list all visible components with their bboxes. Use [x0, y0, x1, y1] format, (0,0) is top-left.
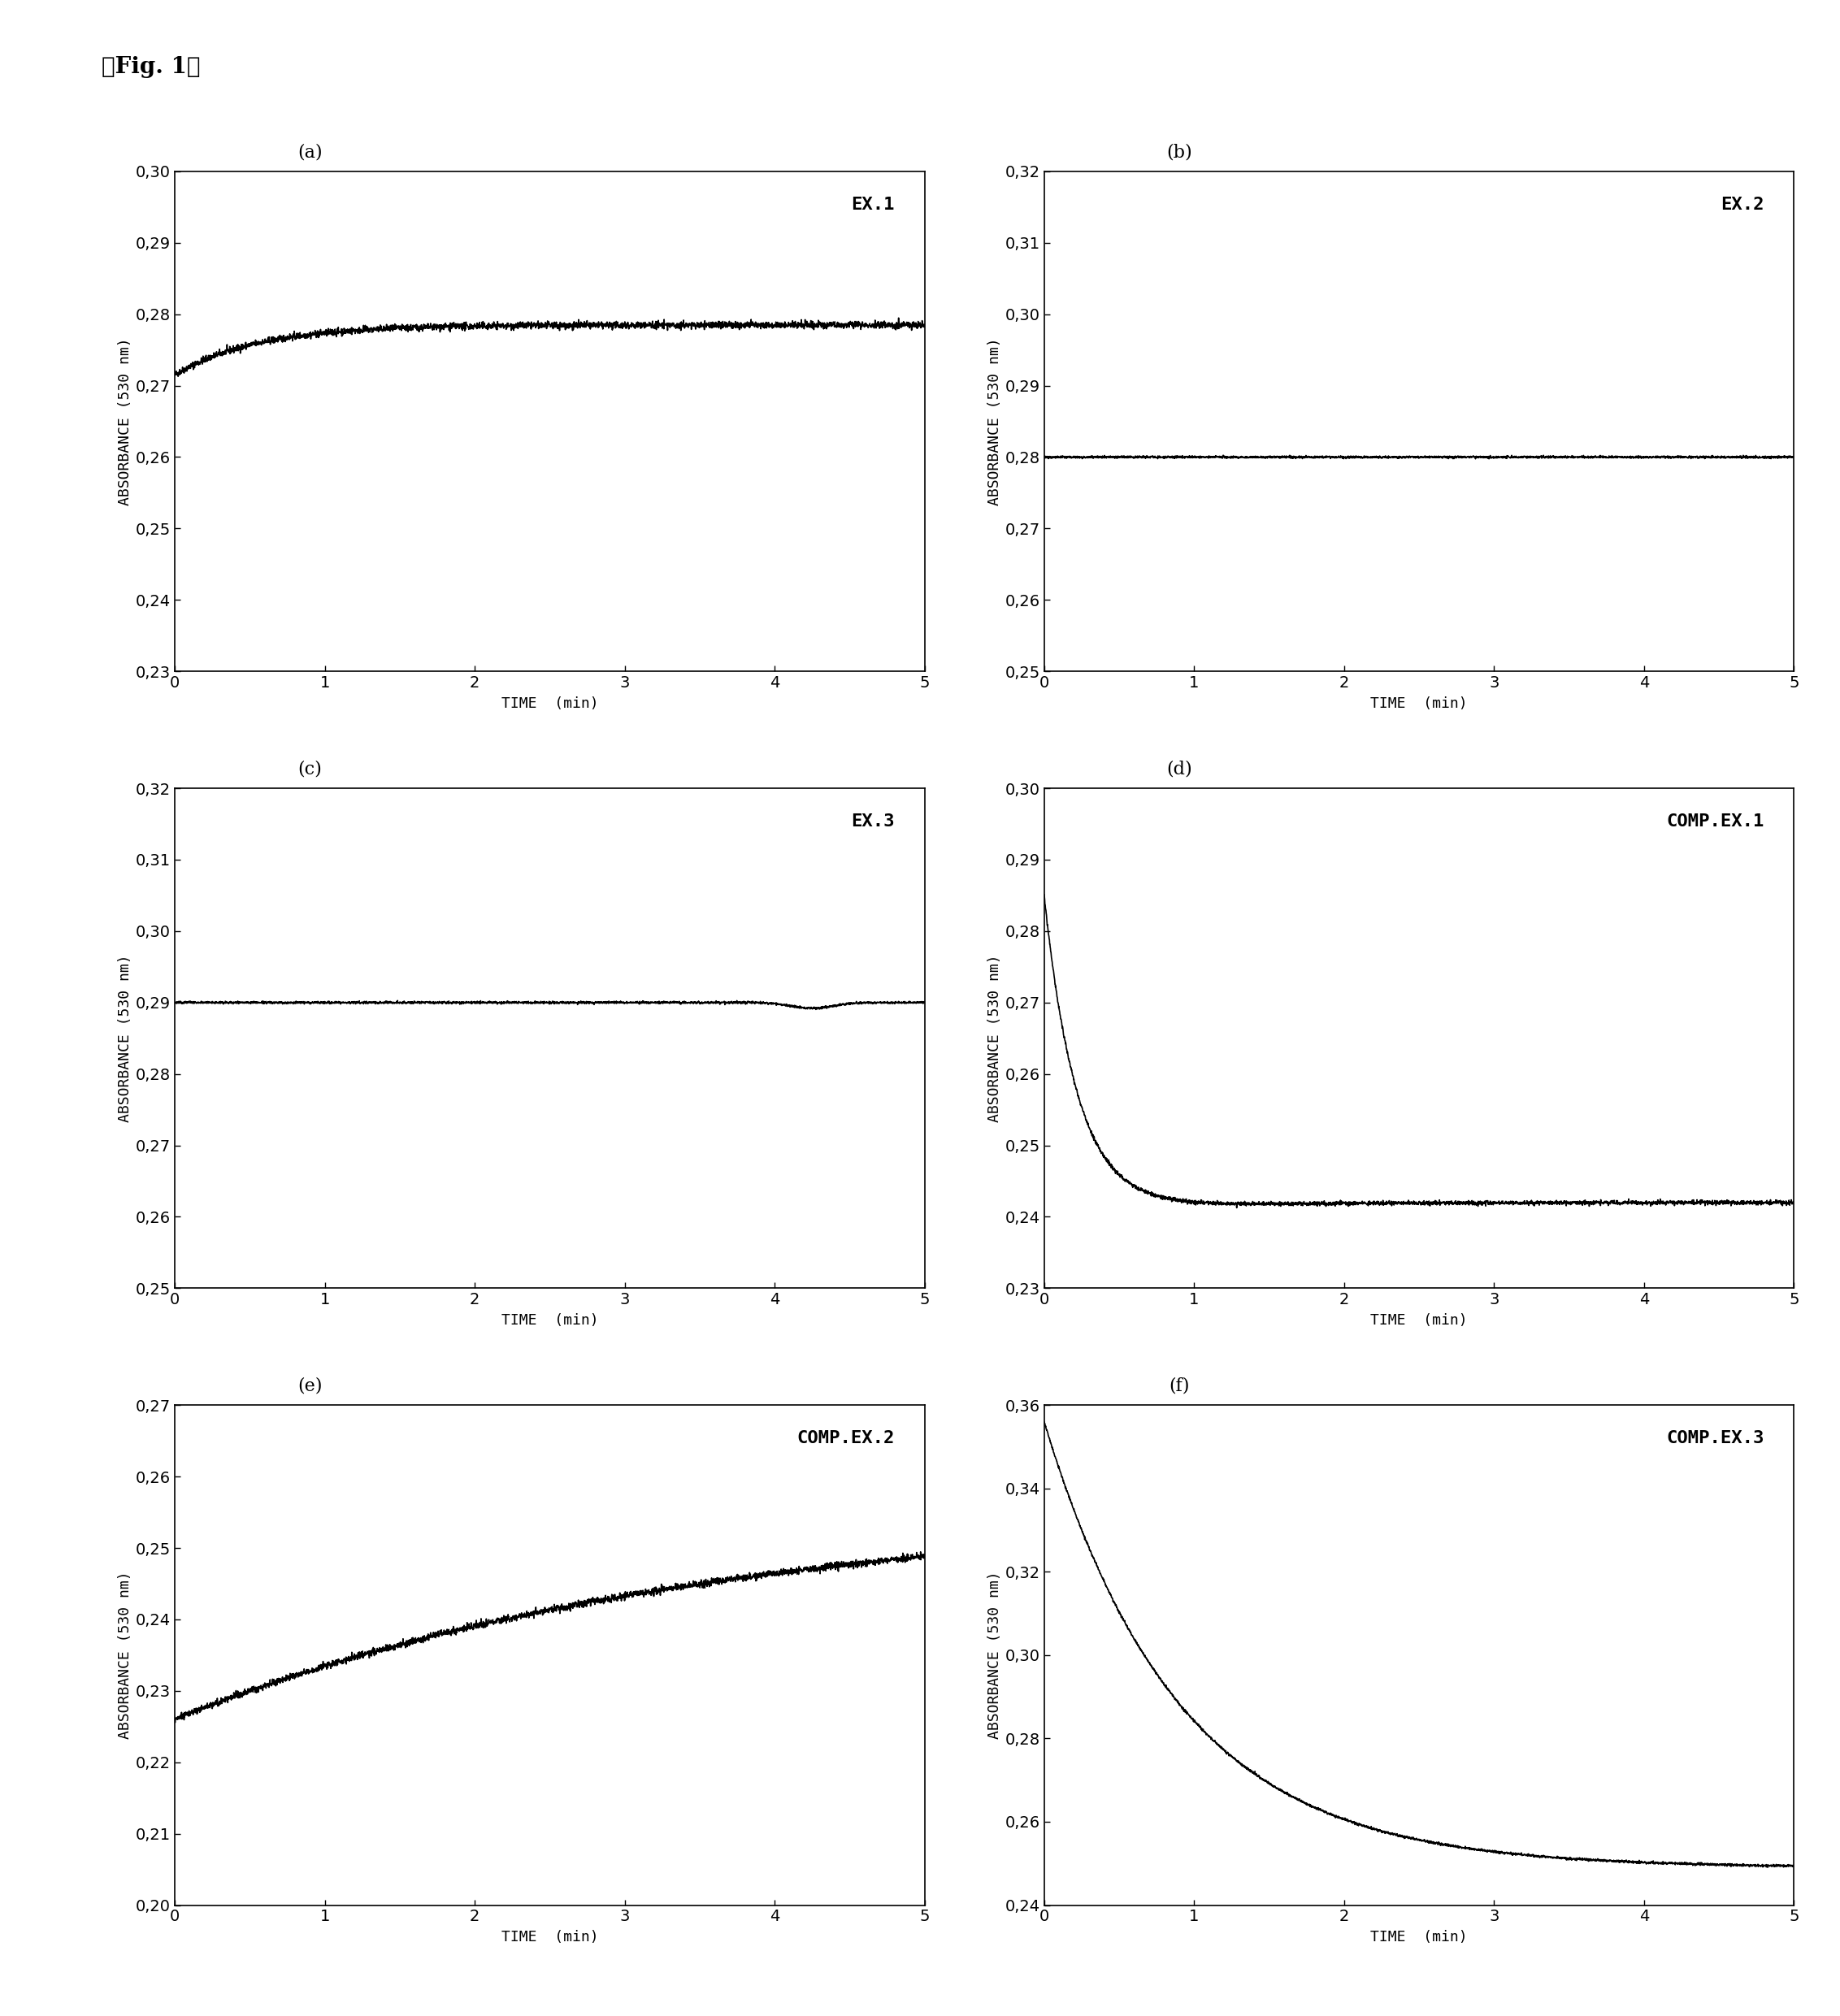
Text: (e): (e) [298, 1377, 322, 1395]
Text: EX.2: EX.2 [1720, 196, 1765, 212]
X-axis label: TIME  (min): TIME (min) [1371, 1929, 1468, 1945]
Y-axis label: ABSORBANCE (530 nm): ABSORBANCE (530 nm) [118, 954, 132, 1123]
Text: COMP.EX.2: COMP.EX.2 [797, 1429, 894, 1445]
Text: (a): (a) [298, 143, 322, 161]
X-axis label: TIME  (min): TIME (min) [1371, 1312, 1468, 1329]
Text: EX.3: EX.3 [852, 812, 894, 829]
Y-axis label: ABSORBANCE (530 nm): ABSORBANCE (530 nm) [118, 1570, 132, 1740]
Text: (d): (d) [1167, 760, 1192, 778]
Text: (c): (c) [298, 760, 322, 778]
X-axis label: TIME  (min): TIME (min) [500, 1312, 598, 1329]
Text: 』Fig. 1『: 』Fig. 1『 [101, 56, 201, 79]
X-axis label: TIME  (min): TIME (min) [1371, 696, 1468, 712]
Text: EX.1: EX.1 [852, 196, 894, 212]
Y-axis label: ABSORBANCE (530 nm): ABSORBANCE (530 nm) [118, 337, 132, 506]
Text: COMP.EX.3: COMP.EX.3 [1667, 1429, 1765, 1445]
Text: (f): (f) [1168, 1377, 1189, 1395]
Text: (b): (b) [1167, 143, 1192, 161]
Y-axis label: ABSORBANCE (530 nm): ABSORBANCE (530 nm) [986, 954, 1001, 1123]
Y-axis label: ABSORBANCE (530 nm): ABSORBANCE (530 nm) [986, 337, 1001, 506]
Text: COMP.EX.1: COMP.EX.1 [1667, 812, 1765, 829]
X-axis label: TIME  (min): TIME (min) [500, 1929, 598, 1945]
X-axis label: TIME  (min): TIME (min) [500, 696, 598, 712]
Y-axis label: ABSORBANCE (530 nm): ABSORBANCE (530 nm) [988, 1570, 1001, 1740]
